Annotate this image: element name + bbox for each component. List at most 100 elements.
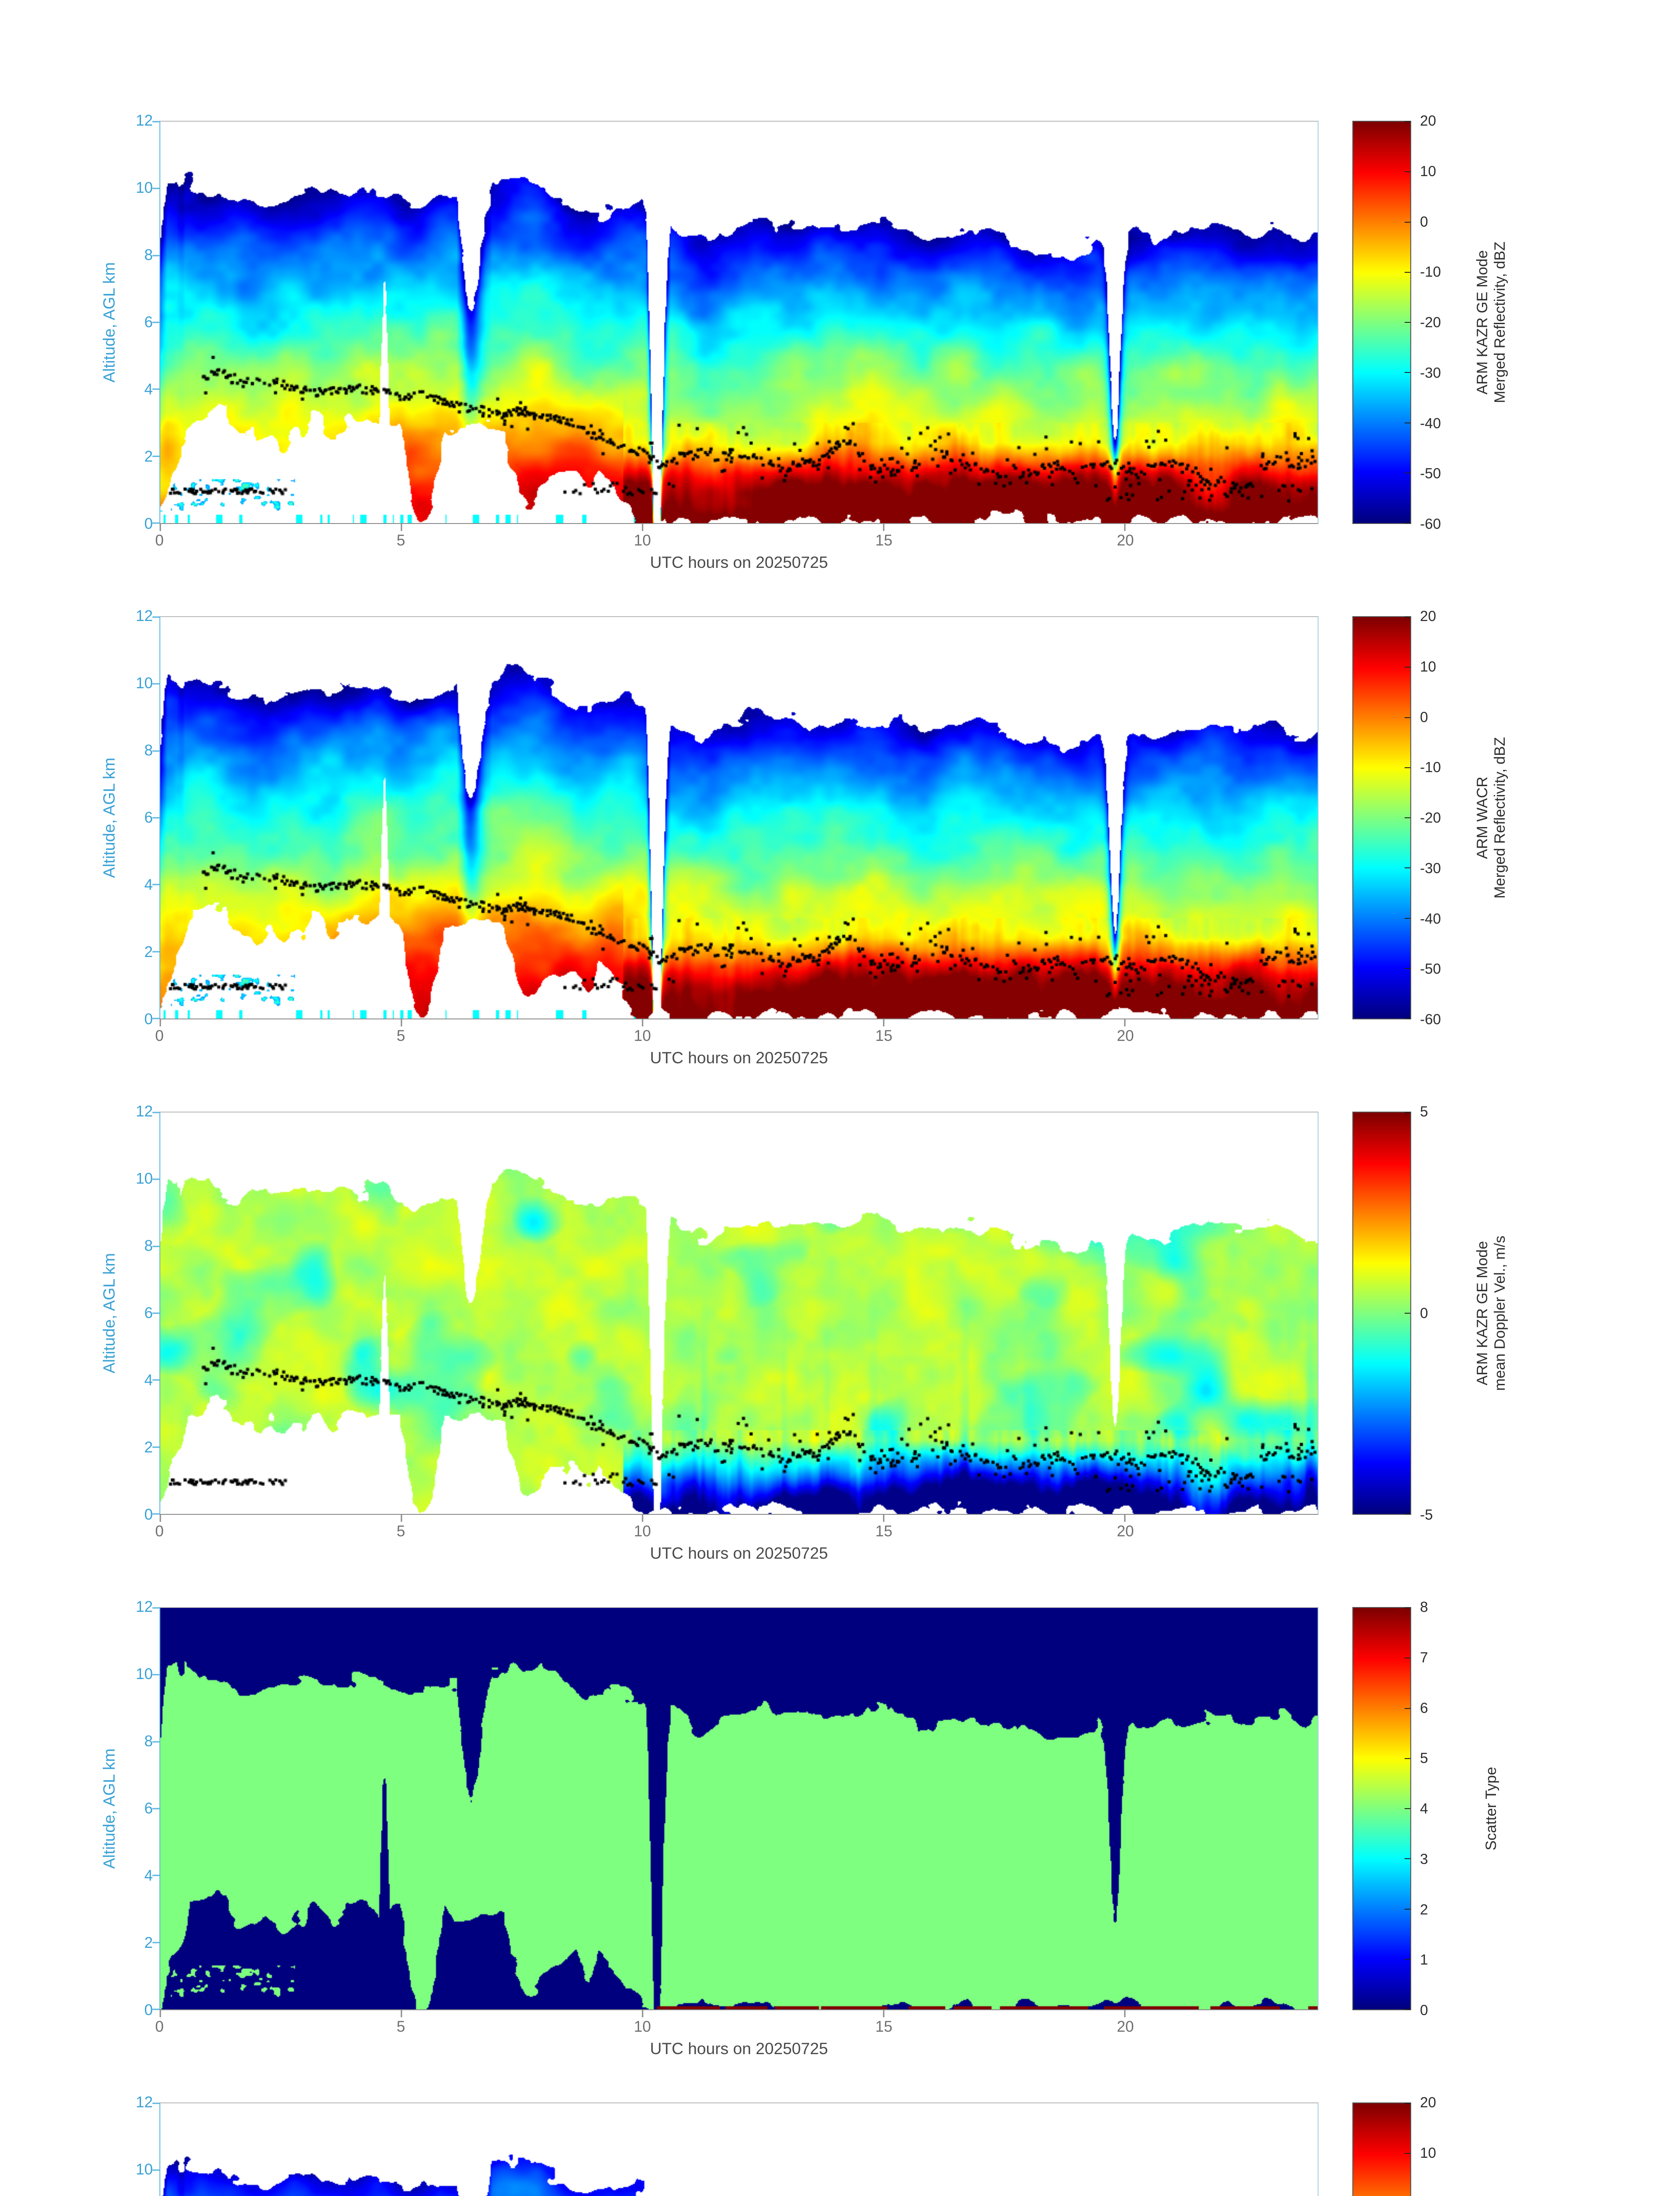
- colorbar-tick-mark: [1405, 867, 1410, 869]
- colorbar-label: De-Cluttered Max Refl., dB: [1473, 2102, 1510, 2196]
- y-tick-mark: [152, 1246, 159, 1247]
- colorbar-tick-label: 8: [1420, 1599, 1428, 1615]
- y-tick-mark: [152, 1674, 159, 1676]
- y-tick-label: 10: [136, 1170, 153, 1187]
- colorbar-tick-mark: [1405, 372, 1410, 373]
- colorbar-tick-mark: [1405, 717, 1410, 718]
- heatmap-plot-area: [152, 1607, 1319, 2017]
- x-axis-tick-labels: 0 5 10 15 20: [155, 1515, 1319, 1546]
- x-tick-label: 5: [397, 532, 405, 549]
- x-tick-label: 0: [155, 2018, 164, 2035]
- y-tick-mark: [152, 2008, 159, 2010]
- heatmap-canvas: [160, 617, 1318, 1019]
- colorbar-tick-mark: [1405, 1908, 1410, 1910]
- colorbar-tick-label: 20: [1420, 2094, 1436, 2110]
- y-tick-label: 8: [144, 741, 153, 759]
- colorbar-label-line: Merged Reflectivity, dBZ: [1492, 242, 1508, 403]
- y-tick-label: 8: [144, 1237, 153, 1254]
- x-tick-label: 5: [397, 1523, 405, 1540]
- y-tick-mark: [152, 951, 159, 953]
- colorbar-gradient: [1353, 122, 1410, 523]
- y-tick-label: 6: [144, 1800, 153, 1817]
- colorbar-tick-mark: [1405, 817, 1410, 818]
- y-axis-tick-labels: 0 2 4 6 8 10 12: [0, 607, 153, 1028]
- y-tick-mark: [152, 1607, 159, 1609]
- colorbar-tick-label: 5: [1420, 1750, 1428, 1766]
- y-tick-mark: [152, 321, 159, 323]
- colorbar-tick-labels: 8 7 6 5 4 3 2 1 0: [1420, 1599, 1486, 2018]
- y-tick-label: 12: [136, 607, 153, 625]
- heatmap-canvas: [160, 1608, 1318, 2009]
- colorbar: [1352, 2102, 1411, 2196]
- x-tick-label: 10: [634, 1523, 651, 1540]
- y-tick-mark: [152, 455, 159, 457]
- colorbar-tick-label: -30: [1420, 364, 1441, 381]
- heatmap-canvas: [160, 122, 1318, 523]
- colorbar-tick-label: -10: [1420, 759, 1441, 776]
- y-axis-tick-labels: 0 2 4 6 8 10 12: [0, 112, 153, 532]
- colorbar-tick-mark: [1405, 667, 1410, 668]
- colorbar-tick-mark: [1405, 917, 1410, 919]
- y-tick-label: 10: [136, 2160, 153, 2178]
- colorbar-tick-label: -60: [1420, 516, 1441, 532]
- x-tick-label: 20: [1116, 1523, 1134, 1540]
- x-tick-mark: [159, 1019, 161, 1026]
- colorbar-tick-label: -10: [1420, 264, 1441, 280]
- colorbar-tick-mark: [1405, 121, 1410, 122]
- x-tick-mark: [401, 1019, 402, 1026]
- y-tick-label: 10: [136, 179, 153, 196]
- y-tick-mark: [152, 388, 159, 390]
- x-tick-label: 15: [875, 532, 892, 549]
- x-tick-label: 0: [155, 1027, 164, 1044]
- y-tick-mark: [152, 1513, 159, 1515]
- y-tick-label: 6: [144, 314, 153, 331]
- colorbar: [1352, 1112, 1411, 1515]
- x-tick-mark: [883, 2010, 885, 2017]
- y-tick-mark: [152, 1875, 159, 1876]
- y-tick-label: 2: [144, 1934, 153, 1951]
- colorbar-label-line: ARM WACR: [1474, 777, 1491, 859]
- colorbar-tick-mark: [1405, 1958, 1410, 1960]
- colorbar-tick-label: -40: [1420, 910, 1441, 927]
- y-tick-mark: [152, 1178, 159, 1180]
- colorbar-tick-label: 0: [1420, 2195, 1428, 2196]
- y-tick-mark: [152, 1018, 159, 1019]
- x-tick-mark: [642, 2010, 643, 2017]
- colorbar-label-line: mean Doppler Vel., m/s: [1492, 1235, 1508, 1391]
- colorbar-label-line: Merged Reflectivity, dBZ: [1492, 737, 1508, 899]
- y-tick-label: 4: [144, 380, 153, 398]
- colorbar-gradient: [1353, 1608, 1410, 2009]
- x-tick-mark: [883, 1515, 885, 1522]
- x-tick-label: 10: [634, 2018, 651, 2035]
- colorbar-tick-label: 2: [1420, 1901, 1428, 1918]
- colorbar-tick-label: -50: [1420, 465, 1441, 482]
- colorbar-gradient: [1353, 1112, 1410, 1514]
- colorbar-tick-mark: [1405, 171, 1410, 173]
- heatmap-plot-area: [152, 121, 1319, 531]
- y-tick-label: 2: [144, 1439, 153, 1456]
- colorbar-label: ARM KAZR GE Mode Merged Reflectivity, dBZ: [1473, 121, 1510, 524]
- x-axis-tick-labels: 0 5 10 15 20: [155, 524, 1319, 555]
- colorbar-label: ARM KAZR GE Mode mean Doppler Vel., m/s: [1473, 1112, 1510, 1515]
- colorbar-gradient: [1353, 617, 1410, 1019]
- x-axis-tick-labels: 0 5 10 15 20: [155, 1019, 1319, 1050]
- colorbar-tick-label: 10: [1420, 658, 1436, 675]
- x-axis-label: UTC hours on 20250725: [650, 553, 828, 571]
- y-tick-mark: [152, 884, 159, 885]
- x-tick-mark: [401, 1515, 402, 1522]
- x-tick-mark: [1124, 1515, 1126, 1522]
- y-tick-label: 2: [144, 943, 153, 961]
- x-axis-label: UTC hours on 20250725: [650, 1544, 828, 1562]
- colorbar-tick-mark: [1405, 2103, 1410, 2104]
- heatmap-plot-area: [152, 616, 1319, 1026]
- y-tick-mark: [152, 188, 159, 189]
- y-tick-label: 0: [144, 1506, 153, 1523]
- colorbar-tick-mark: [1405, 2009, 1410, 2010]
- colorbar-tick-labels: 5 0 -5: [1420, 1103, 1486, 1523]
- y-tick-mark: [152, 683, 159, 685]
- colorbar-tick-label: 3: [1420, 1850, 1428, 1867]
- x-tick-label: 15: [875, 1523, 892, 1540]
